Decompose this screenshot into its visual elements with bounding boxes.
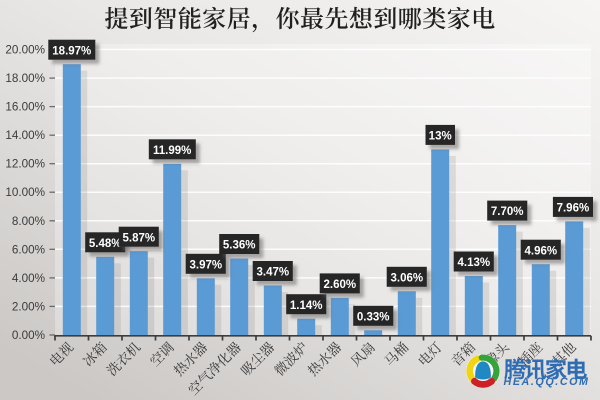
svg-text:8.00%: 8.00% <box>12 215 45 228</box>
svg-text:18.97%: 18.97% <box>52 45 91 57</box>
svg-text:0.00%: 0.00% <box>12 329 45 342</box>
svg-text:0.33%: 0.33% <box>357 311 390 323</box>
svg-text:5.48%: 5.48% <box>89 238 122 250</box>
svg-text:16.00%: 16.00% <box>5 101 45 114</box>
svg-text:3.06%: 3.06% <box>390 272 423 284</box>
svg-text:13%: 13% <box>429 131 452 143</box>
svg-text:5.36%: 5.36% <box>223 240 256 252</box>
svg-text:6.00%: 6.00% <box>12 243 45 256</box>
svg-text:4.96%: 4.96% <box>524 245 557 257</box>
svg-text:11.99%: 11.99% <box>153 145 191 157</box>
svg-text:12.00%: 12.00% <box>5 158 45 171</box>
svg-text:14.00%: 14.00% <box>5 129 45 142</box>
svg-text:3.47%: 3.47% <box>256 267 289 279</box>
svg-text:20.00%: 20.00% <box>5 44 45 57</box>
svg-text:18.00%: 18.00% <box>5 72 45 85</box>
svg-text:4.13%: 4.13% <box>457 257 490 269</box>
svg-text:1.14%: 1.14% <box>290 300 323 312</box>
svg-text:4.00%: 4.00% <box>12 272 45 285</box>
svg-text:2.60%: 2.60% <box>323 279 356 291</box>
svg-text:7.96%: 7.96% <box>557 203 590 215</box>
svg-text:HEA.QQ.COM: HEA.QQ.COM <box>504 376 590 388</box>
svg-text:10.00%: 10.00% <box>5 186 45 199</box>
svg-text:3.97%: 3.97% <box>189 259 222 271</box>
svg-text:2.00%: 2.00% <box>12 300 45 313</box>
svg-text:7.70%: 7.70% <box>491 206 524 218</box>
svg-text:5.87%: 5.87% <box>122 232 155 244</box>
